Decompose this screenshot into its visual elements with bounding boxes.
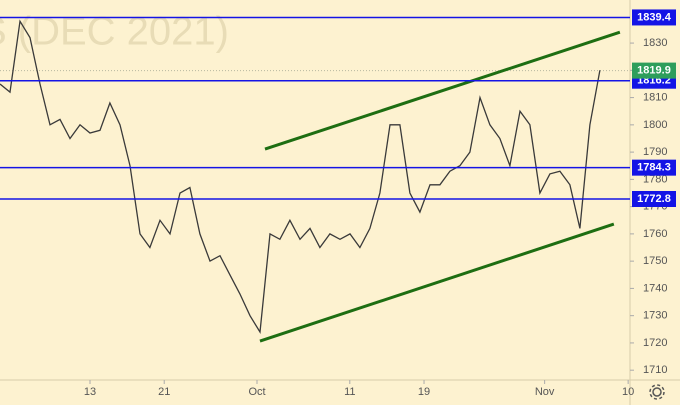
level-label: 1784.3 xyxy=(637,162,671,174)
x-tick-label: Oct xyxy=(248,386,265,398)
last-price-box xyxy=(632,62,676,79)
x-tick-label: 13 xyxy=(84,386,96,398)
y-tick-label: 1760 xyxy=(643,228,667,240)
x-tick-label: 10 xyxy=(622,386,634,398)
y-tick-label: 1740 xyxy=(643,282,667,294)
y-tick-label: 1810 xyxy=(643,91,667,103)
last-price-label: 1819.9 xyxy=(637,65,671,77)
level-label-box xyxy=(632,190,676,207)
x-tick-label: 19 xyxy=(418,386,430,398)
y-tick-label: 1800 xyxy=(643,119,667,131)
y-tick-label: 1720 xyxy=(643,337,667,349)
y-tick-label: 1750 xyxy=(643,255,667,267)
settings-icon[interactable] xyxy=(649,384,665,400)
y-tick-label: 1710 xyxy=(643,364,667,376)
level-label-box xyxy=(632,159,676,176)
trend-line xyxy=(264,30,621,151)
x-tick-label: 21 xyxy=(158,386,170,398)
watermark: S (DEC 2021) xyxy=(0,10,229,54)
level-label-box xyxy=(632,9,676,26)
y-tick-label: 1790 xyxy=(643,146,667,158)
y-tick-label: 1780 xyxy=(643,173,667,185)
y-tick-label: 1830 xyxy=(643,37,667,49)
y-tick-label: 1730 xyxy=(643,310,667,322)
x-tick-label: 11 xyxy=(344,386,355,398)
x-tick-label: Nov xyxy=(535,386,555,398)
level-label: 1772.8 xyxy=(637,193,671,205)
level-label: 1839.4 xyxy=(637,11,672,23)
price-line xyxy=(0,19,601,334)
trend-line xyxy=(259,222,615,343)
